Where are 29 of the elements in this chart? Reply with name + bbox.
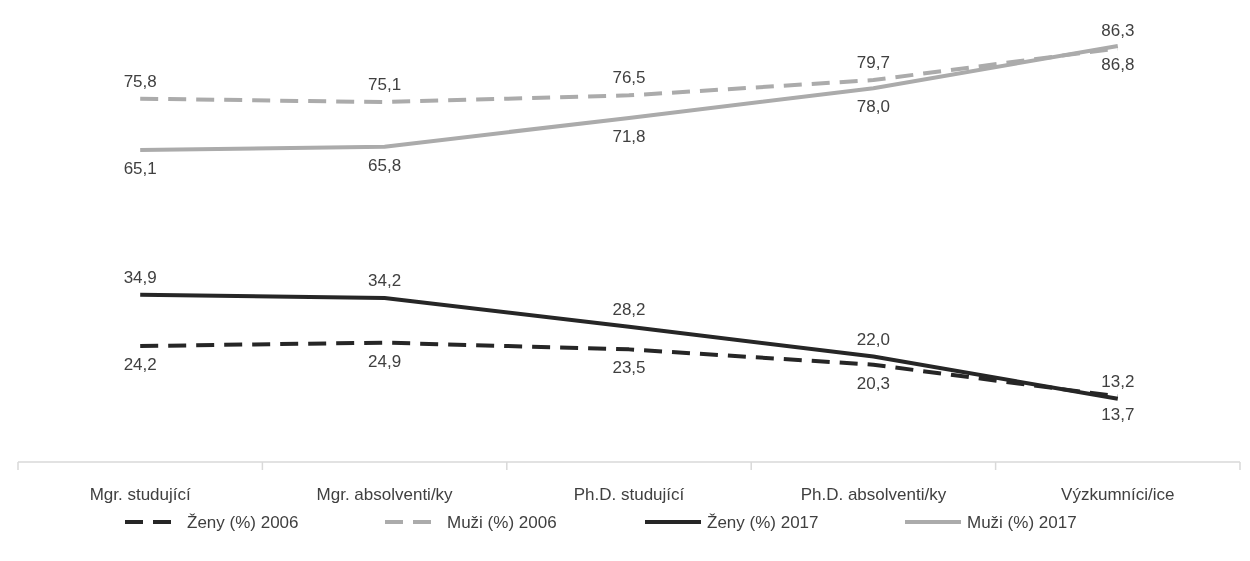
x-tick-label: Ph.D. studující	[573, 485, 685, 504]
data-label: 71,8	[612, 126, 646, 146]
x-tick-label: Ph.D. absolventi/ky	[800, 485, 947, 504]
data-label: 13,7	[1101, 405, 1135, 425]
data-label: 65,1	[123, 159, 157, 178]
data-label: 20,3	[856, 373, 890, 393]
data-label: 22,0	[856, 329, 890, 349]
data-label: 24,2	[123, 355, 157, 375]
data-label: 34,2	[368, 271, 402, 291]
data-label: 28,2	[612, 299, 646, 319]
x-tick-label: Výzkumníci/ice	[1061, 485, 1175, 504]
legend-label: Ženy (%) 2017	[707, 513, 819, 532]
data-label: 75,8	[123, 71, 157, 91]
data-label: 79,7	[856, 53, 890, 73]
data-label: 76,5	[612, 68, 646, 88]
data-label: 75,1	[368, 75, 402, 95]
data-label: 24,9	[368, 351, 402, 371]
data-label: 78,0	[856, 97, 890, 117]
x-tick-label: Mgr. absolventi/ky	[316, 485, 454, 504]
legend-label: Muži (%) 2017	[967, 513, 1077, 532]
x-tick-label: Mgr. studující	[89, 485, 192, 504]
data-label: 86,3	[1101, 21, 1135, 41]
data-label: 34,9	[123, 267, 157, 287]
data-label: 13,2	[1101, 371, 1135, 391]
data-label: 23,5	[612, 358, 646, 378]
data-label: 86,8	[1101, 55, 1135, 74]
legend-label: Ženy (%) 2006	[187, 513, 299, 532]
data-label: 65,8	[368, 155, 402, 175]
legend-label: Muži (%) 2006	[447, 513, 557, 532]
